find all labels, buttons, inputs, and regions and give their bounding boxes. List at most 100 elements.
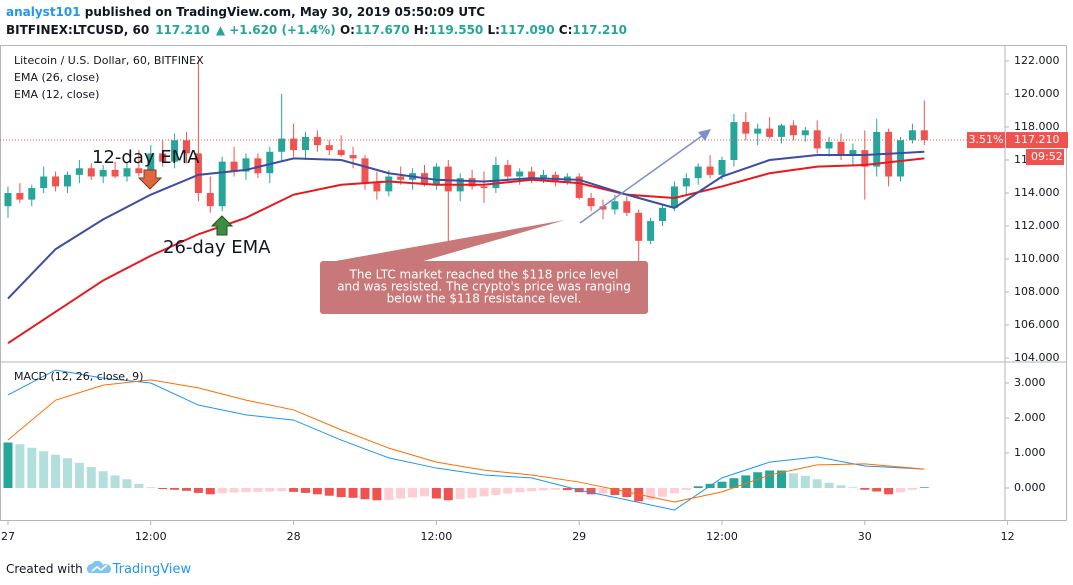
candle-body (432, 166, 440, 185)
x-tick-label: 12:00 (135, 530, 167, 543)
candle-body (908, 130, 916, 141)
histogram-bar (669, 488, 679, 494)
legend-entry: EMA (26, close) (14, 71, 99, 84)
histogram-bar (919, 487, 929, 489)
candle-body (87, 168, 95, 177)
histogram-bar (134, 483, 144, 489)
y-tick-label: 114.000 (1014, 186, 1060, 199)
candle-body (480, 186, 488, 189)
brand: TradingView (112, 562, 192, 577)
histogram-bar (384, 488, 394, 500)
histogram-bar (324, 488, 334, 496)
histogram-bar (146, 487, 156, 489)
candle-body (99, 169, 107, 177)
histogram-bar (824, 482, 834, 489)
callout-text: The LTC market reached the $118 price le… (349, 268, 619, 282)
histogram-bar (74, 462, 84, 489)
symbol: BITFINEX:LTCUSD, 60 (6, 23, 150, 37)
candle-body (647, 221, 655, 241)
candle-body (397, 176, 405, 180)
histogram-bar (753, 472, 763, 489)
candle-body (278, 138, 286, 152)
candle-body (373, 183, 381, 192)
y-tick-label: 0.000 (1014, 481, 1046, 494)
histogram-bar (562, 488, 572, 491)
candle-body (468, 178, 476, 187)
histogram-bar (550, 488, 560, 490)
histogram-bar (872, 488, 882, 492)
histogram-bar (277, 488, 287, 492)
price-pane (0, 59, 1005, 345)
c-label: C: (558, 23, 573, 37)
candle-body (40, 176, 48, 189)
l-value: 117.090 (499, 23, 555, 37)
candle-body (611, 201, 619, 210)
histogram-bar (27, 447, 37, 489)
change: ▲ +1.620 (+1.4%) (215, 23, 336, 37)
histogram-bar (336, 488, 346, 498)
histogram-bar (598, 488, 608, 494)
y-tick-label: 3.000 (1014, 376, 1046, 389)
x-tick-label: 12:00 (706, 530, 738, 543)
candle-body (766, 128, 774, 137)
candle-body (182, 140, 190, 154)
candle-body (837, 141, 845, 156)
histogram-bar (622, 488, 632, 498)
change-label: 3.51% (969, 133, 1004, 146)
annotations: 12-day EMA 26-day EMA The LTC market reach… (92, 129, 711, 314)
o-label: O: (339, 23, 355, 37)
candle-body (171, 140, 179, 162)
histogram-bar (408, 488, 418, 498)
histogram-bar (455, 488, 465, 500)
histogram-bar (229, 488, 239, 493)
candle-body (194, 153, 202, 194)
candle-body (361, 158, 369, 184)
y-tick-label: 106.000 (1014, 318, 1060, 331)
trend-arrow (579, 132, 707, 224)
histogram-bar (170, 488, 180, 490)
histogram-bar (646, 488, 656, 500)
candle-body (123, 168, 131, 177)
candle-body (254, 158, 262, 174)
legend-entry: EMA (12, close) (14, 88, 99, 101)
candle-body (778, 125, 786, 137)
histogram-bar (586, 488, 596, 495)
up-arrow (210, 215, 234, 236)
candle-body (813, 130, 821, 149)
histogram-bar (658, 488, 668, 497)
histogram-bar (693, 486, 703, 489)
candle-body (825, 141, 833, 149)
macd-line (7, 369, 925, 511)
x-tick-label: 29 (572, 530, 586, 543)
candle-body (52, 176, 60, 187)
histogram-bar (3, 442, 13, 489)
candle-body (682, 178, 690, 187)
candle-body (349, 155, 357, 159)
histogram-bar (729, 478, 739, 489)
l-label: L: (487, 23, 500, 37)
x-tick-label: 27 (1, 530, 15, 543)
candle-body (801, 130, 809, 136)
candle-body (301, 136, 309, 151)
histogram-bar (15, 444, 25, 489)
histogram-bar (193, 488, 203, 493)
callout-text: below the $118 resistance level. (387, 292, 582, 306)
candle-body (28, 188, 36, 200)
footer: Created with TradingView (6, 559, 191, 577)
histogram-bar (681, 488, 691, 490)
candle-body (206, 193, 214, 207)
callout-box (320, 261, 648, 314)
published: published on TradingView.com, May 30, 20… (84, 5, 486, 19)
x-tick-label: 30 (858, 530, 872, 543)
legend-title: Litecoin / U.S. Dollar, 60, BITFINEX (14, 54, 204, 67)
o-value: 117.670 (354, 23, 410, 37)
candle-body (313, 136, 321, 146)
histogram-bar (372, 488, 382, 501)
histogram-bar (800, 475, 810, 489)
author: analyst101 (6, 5, 81, 19)
histogram-bar (836, 485, 846, 489)
histogram-bar (479, 488, 489, 497)
candle-body (528, 171, 536, 179)
h-label: H: (413, 23, 429, 37)
